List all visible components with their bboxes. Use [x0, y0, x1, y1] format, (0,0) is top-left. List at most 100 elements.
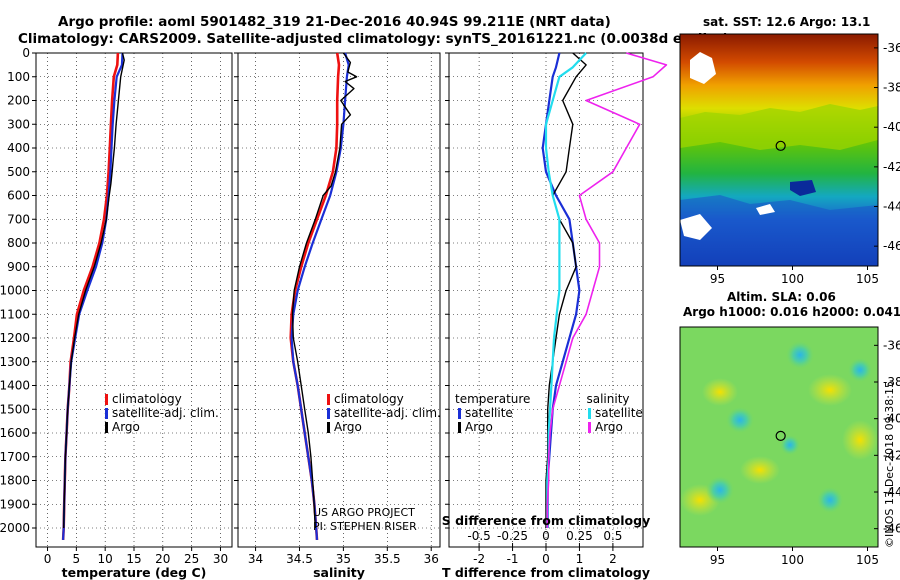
- y-tick-label: 400: [7, 141, 30, 155]
- x-tick-label: 1: [576, 552, 584, 566]
- y-tick-label: 1900: [0, 497, 30, 511]
- s-tick-label: 0.25: [566, 529, 593, 543]
- sla-low-anomaly: [706, 476, 734, 504]
- y-tick-label: 700: [7, 212, 30, 226]
- map-y-tick-label: -44: [883, 200, 900, 214]
- sst-cold-band: [680, 195, 878, 266]
- sla-map-axes: 95 100 105 -36 -38 -40 -42 -44 -46: [710, 338, 900, 567]
- x-tick-label: -2: [473, 552, 485, 566]
- x-tick-label: 35: [336, 552, 351, 566]
- y-tick-label: 1400: [0, 379, 30, 393]
- legend-climatology-label: climatology: [112, 392, 182, 406]
- legend-satellite-swatch: [105, 408, 108, 419]
- y-tick-label: 1100: [0, 307, 30, 321]
- y-tick-label: 300: [7, 117, 30, 131]
- sst-map-axes: 95 100 105 -36 -38 -40 -42 -44 -46: [710, 41, 900, 286]
- y-tick-label: 1500: [0, 402, 30, 416]
- y-tick-label: 1200: [0, 331, 30, 345]
- x-tick-label: 25: [184, 552, 199, 566]
- legend-climatology-label: climatology: [334, 392, 404, 406]
- sla-low-anomaly: [817, 487, 843, 513]
- sst-map-frame: [679, 33, 879, 267]
- x-axis-label: temperature (deg C): [62, 565, 207, 580]
- sla-low-anomaly: [726, 407, 754, 433]
- map-y-tick-label: -38: [883, 375, 900, 389]
- y-tick-label: 800: [7, 236, 30, 250]
- header-line-1: Argo profile: aoml 5901482_319 21-Dec-20…: [58, 14, 611, 30]
- secondary-x-axis-label: S difference from climatology: [442, 513, 651, 528]
- x-tick-label: 0: [542, 552, 550, 566]
- x-tick-label: -1: [507, 552, 519, 566]
- series-line-s-argo: [546, 52, 668, 528]
- sst-map-title: sat. SST: 12.6 Argo: 13.1: [703, 15, 870, 29]
- y-tick-label: 0: [22, 46, 30, 60]
- x-tick-label: 34: [248, 552, 263, 566]
- y-tick-label: 1800: [0, 474, 30, 488]
- x-axis-label: salinity: [313, 565, 365, 580]
- legend-t-satellite-swatch: [458, 408, 461, 419]
- sla-high-anomaly: [702, 378, 738, 406]
- sst-nodata-patch: [680, 214, 712, 240]
- legend-s-satellite-label: satellite: [595, 406, 643, 420]
- map-x-tick-label: 95: [710, 272, 725, 286]
- legend-satellite-label: satellite-adj. clim.: [112, 406, 219, 420]
- x-tick-label: 10: [98, 552, 113, 566]
- map-y-tick-label: -46: [883, 239, 900, 253]
- credit-line-2: PI: STEPHEN RISER: [313, 520, 417, 533]
- legend-title-temperature: temperature: [455, 392, 530, 406]
- s-tick-label: -0.25: [497, 529, 528, 543]
- legend-argo-swatch: [327, 422, 330, 433]
- map-x-tick-label: 105: [856, 553, 879, 567]
- sla-map-title-2: Argo h1000: 0.016 h2000: 0.041: [683, 305, 900, 319]
- y-tick-label: 500: [7, 165, 30, 179]
- difference-panel: -2 -1 0 1 2T difference from climatology temp…: [442, 52, 668, 580]
- header-line-2: Climatology: CARS2009. Satellite-adjuste…: [18, 31, 729, 47]
- map-y-tick-label: -38: [883, 81, 900, 95]
- sla-high-anomaly: [808, 374, 852, 406]
- sst-map: [680, 34, 878, 266]
- s-tick-label: 0: [542, 529, 550, 543]
- x-tick-label: 0: [44, 552, 52, 566]
- plot-frame: [35, 52, 233, 548]
- legend-t-satellite-label: satellite: [465, 406, 513, 420]
- y-tick-label: 1000: [0, 284, 30, 298]
- y-tick-label: 1300: [0, 355, 30, 369]
- y-tick-label: 1700: [0, 450, 30, 464]
- y-tick-label: 1600: [0, 426, 30, 440]
- legend-argo-swatch: [105, 422, 108, 433]
- map-y-tick-label: -40: [883, 120, 900, 134]
- x-tick-label: 20: [155, 552, 170, 566]
- map-y-tick-label: -42: [883, 160, 900, 174]
- map-x-tick-label: 100: [781, 553, 804, 567]
- y-tick-label: 200: [7, 94, 30, 108]
- x-tick-label: 34.5: [286, 552, 313, 566]
- salinity-panel: 34 34.5 35 35.5 36 salinity climatologysatelli…: [234, 52, 441, 580]
- sla-low-anomaly: [848, 358, 872, 382]
- y-tick-label: 600: [7, 189, 30, 203]
- map-x-tick-label: 95: [710, 553, 725, 567]
- x-tick-label: 2: [609, 552, 617, 566]
- x-axis-label: T difference from climatology: [442, 565, 650, 580]
- sla-low-anomaly: [786, 341, 814, 369]
- sla-map: [680, 327, 878, 547]
- legend-t-argo-swatch: [458, 422, 461, 433]
- legend-s-satellite-swatch: [588, 408, 591, 419]
- y-tick-label: 900: [7, 260, 30, 274]
- series-line-satellite-adj-clim-: [290, 52, 350, 540]
- sst-nodata-patch: [756, 204, 775, 215]
- legend-satellite-label: satellite-adj. clim.: [334, 406, 441, 420]
- map-x-tick-label: 100: [781, 272, 804, 286]
- sla-low-anomaly: [780, 435, 800, 455]
- map-y-tick-label: -46: [883, 522, 900, 536]
- legend-argo-label: Argo: [112, 420, 140, 434]
- legend-satellite-swatch: [327, 408, 330, 419]
- legend-argo-label: Argo: [334, 420, 362, 434]
- credit-line-1: US ARGO PROJECT: [313, 506, 415, 519]
- legend-t-argo-label: Argo: [465, 420, 493, 434]
- s-tick-label: -0.5: [467, 529, 490, 543]
- y-tick-label: 2000: [0, 521, 30, 535]
- sst-nodata-patch: [690, 52, 716, 84]
- sla-high-anomaly: [842, 420, 878, 460]
- y-tick-label: 100: [7, 70, 30, 84]
